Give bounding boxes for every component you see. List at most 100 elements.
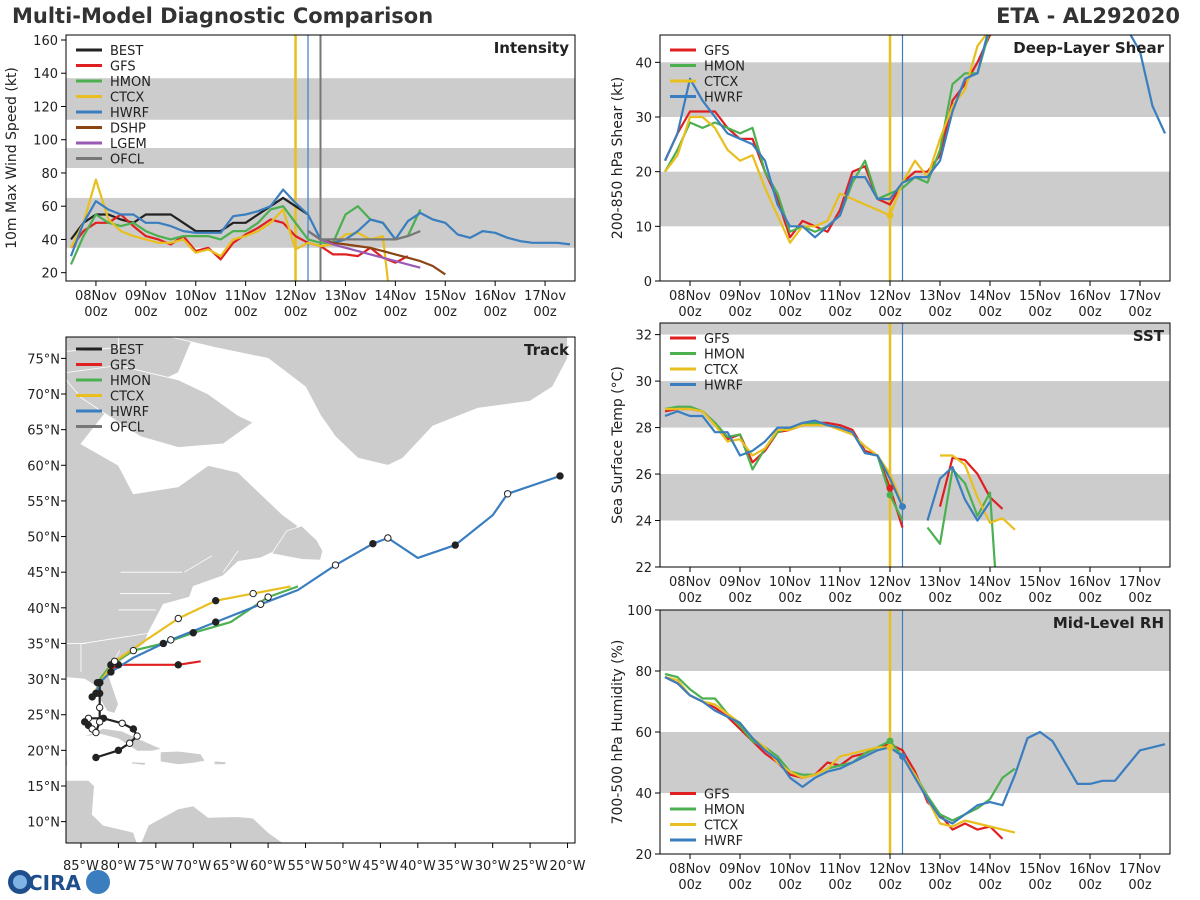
sst-ytick-label: 28 [635, 422, 652, 437]
sst-xtick-label: 16Nov [1069, 575, 1111, 590]
intensity-xtick-sublabel: 00z [533, 305, 557, 320]
track-point-hwrf [212, 618, 220, 626]
figure-title: Multi-Model Diagnostic Comparison [12, 4, 434, 28]
track-xtick-label: 55°W [288, 859, 324, 874]
track-legend-label: HMON [110, 374, 151, 389]
sst-xtick-sublabel: 00z [1028, 591, 1052, 606]
track-ytick-label: 20°N [27, 744, 60, 759]
rh-legend-label: CTCX [704, 819, 738, 834]
track-xtick-label: 35°W [437, 859, 473, 874]
sst-series-hwrf [926, 466, 991, 522]
intensity-ytick-label: 80 [41, 167, 58, 182]
storm-id: ETA - AL292020 [996, 4, 1180, 28]
shear-series-hwrf [663, 35, 1167, 239]
track-xtick-label: 30°W [475, 859, 511, 874]
shear-xtick-sublabel: 00z [928, 305, 952, 320]
intensity-xtick-sublabel: 00z [234, 305, 258, 320]
rh-xtick-sublabel: 00z [728, 878, 752, 893]
shear-legend-label: GFS [704, 44, 730, 59]
shear-legend-label: CTCX [704, 75, 738, 90]
track-ytick-label: 40°N [27, 602, 60, 617]
shear-xtick-sublabel: 00z [678, 305, 702, 320]
track-ytick-label: 45°N [27, 566, 60, 581]
track-point-hmon [189, 629, 197, 637]
sst-shaded-band [660, 474, 1170, 521]
logo-globe-inner [13, 875, 27, 889]
track-point-hmon [264, 593, 272, 601]
sst-ytick-label: 22 [635, 561, 652, 576]
sst-shaded-band [660, 323, 1170, 335]
intensity-xtick-sublabel: 00z [284, 305, 308, 320]
intensity-panel: 2040608010012014016008Nov00z09Nov00z10No… [4, 34, 576, 320]
intensity-xtick-sublabel: 00z [184, 305, 208, 320]
rh-legend-label: GFS [704, 788, 730, 803]
sst-marker-hmon [886, 491, 894, 499]
sst-legend-label: GFS [704, 332, 730, 347]
sst-xtick-label: 17Nov [1119, 575, 1161, 590]
track-point-hwrf [92, 689, 100, 698]
track-point-best [92, 728, 100, 737]
rh-xtick-sublabel: 00z [928, 878, 952, 893]
sst-marker-hwrf [899, 503, 906, 511]
intensity-series-dshp [307, 230, 446, 276]
sst-series-hwrf [664, 410, 904, 508]
sst-marker-gfs [886, 484, 894, 492]
rh-xtick-label: 10Nov [769, 862, 811, 877]
track-point-hwrf [107, 668, 115, 676]
track-lines-group [81, 472, 564, 762]
land-jamaica [130, 761, 147, 766]
track-xtick-label: 45°W [362, 859, 398, 874]
track-xtick-label: 60°W [250, 859, 286, 874]
sst-shaded-band [660, 381, 1170, 428]
shear-marker-ctcx [886, 211, 894, 219]
shear-legend-label: HMON [704, 60, 745, 75]
sst-series-ctcx [665, 407, 904, 505]
intensity-series-ctcx [70, 178, 389, 281]
shear-xtick-sublabel: 00z [978, 305, 1002, 320]
cira-logo: CIRA [8, 870, 110, 895]
land-baffin-island [66, 365, 254, 448]
track-ytick-label: 15°N [27, 780, 60, 795]
intensity-ytick-label: 160 [33, 34, 58, 49]
land-cuba [80, 727, 164, 752]
track-ytick-label: 60°N [27, 459, 60, 474]
track-point-best [92, 753, 100, 762]
shear-xtick-sublabel: 00z [828, 305, 852, 320]
track-xtick-label: 20°W [550, 859, 586, 874]
track-ytick-label: 30°N [27, 673, 60, 688]
sst-xtick-sublabel: 00z [778, 591, 802, 606]
rh-xtick-label: 12Nov [869, 862, 911, 877]
track-xtick-label: 75°W [138, 859, 174, 874]
track-point-ctcx [110, 657, 119, 665]
sst-panel: 22242628303208Nov00z09Nov00z10Nov00z11No… [610, 322, 1171, 606]
intensity-xtick-label: 08Nov [75, 289, 117, 304]
intensity-ytick-label: 20 [41, 267, 58, 282]
rh-xtick-sublabel: 00z [778, 878, 802, 893]
intensity-series-ofcl [307, 230, 421, 241]
rh-title: Mid-Level RH [1053, 614, 1164, 632]
shear-xtick-label: 15Nov [1019, 289, 1061, 304]
intensity-legend-label: BEST [110, 44, 143, 59]
rh-xtick-label: 15Nov [1019, 862, 1061, 877]
track-point-ctcx [174, 614, 182, 623]
state-border-line [82, 632, 153, 644]
track-point-hwrf [331, 561, 340, 569]
shear-ytick-label: 30 [635, 111, 652, 126]
sst-xtick-sublabel: 00z [928, 591, 952, 606]
sst-legend-label: CTCX [704, 363, 738, 378]
intensity-xtick-label: 15Nov [424, 289, 466, 304]
track-ytick-label: 70°N [27, 388, 60, 403]
track-point-gfs [174, 661, 182, 669]
rh-series-hmon [664, 672, 1016, 822]
rh-xtick-label: 11Nov [819, 862, 861, 877]
sst-xtick-label: 14Nov [969, 575, 1011, 590]
intensity-xtick-sublabel: 00z [334, 305, 358, 320]
shear-xtick-label: 17Nov [1119, 289, 1161, 304]
logo-text: CIRA [28, 871, 82, 895]
track-xtick-label: 65°W [213, 859, 249, 874]
intensity-legend-label: HMON [110, 75, 151, 90]
shear-xtick-label: 12Nov [869, 289, 911, 304]
track-ytick-label: 75°N [27, 352, 60, 367]
track-xtick-label: 40°W [400, 859, 436, 874]
shear-axes-frame [659, 34, 1171, 282]
